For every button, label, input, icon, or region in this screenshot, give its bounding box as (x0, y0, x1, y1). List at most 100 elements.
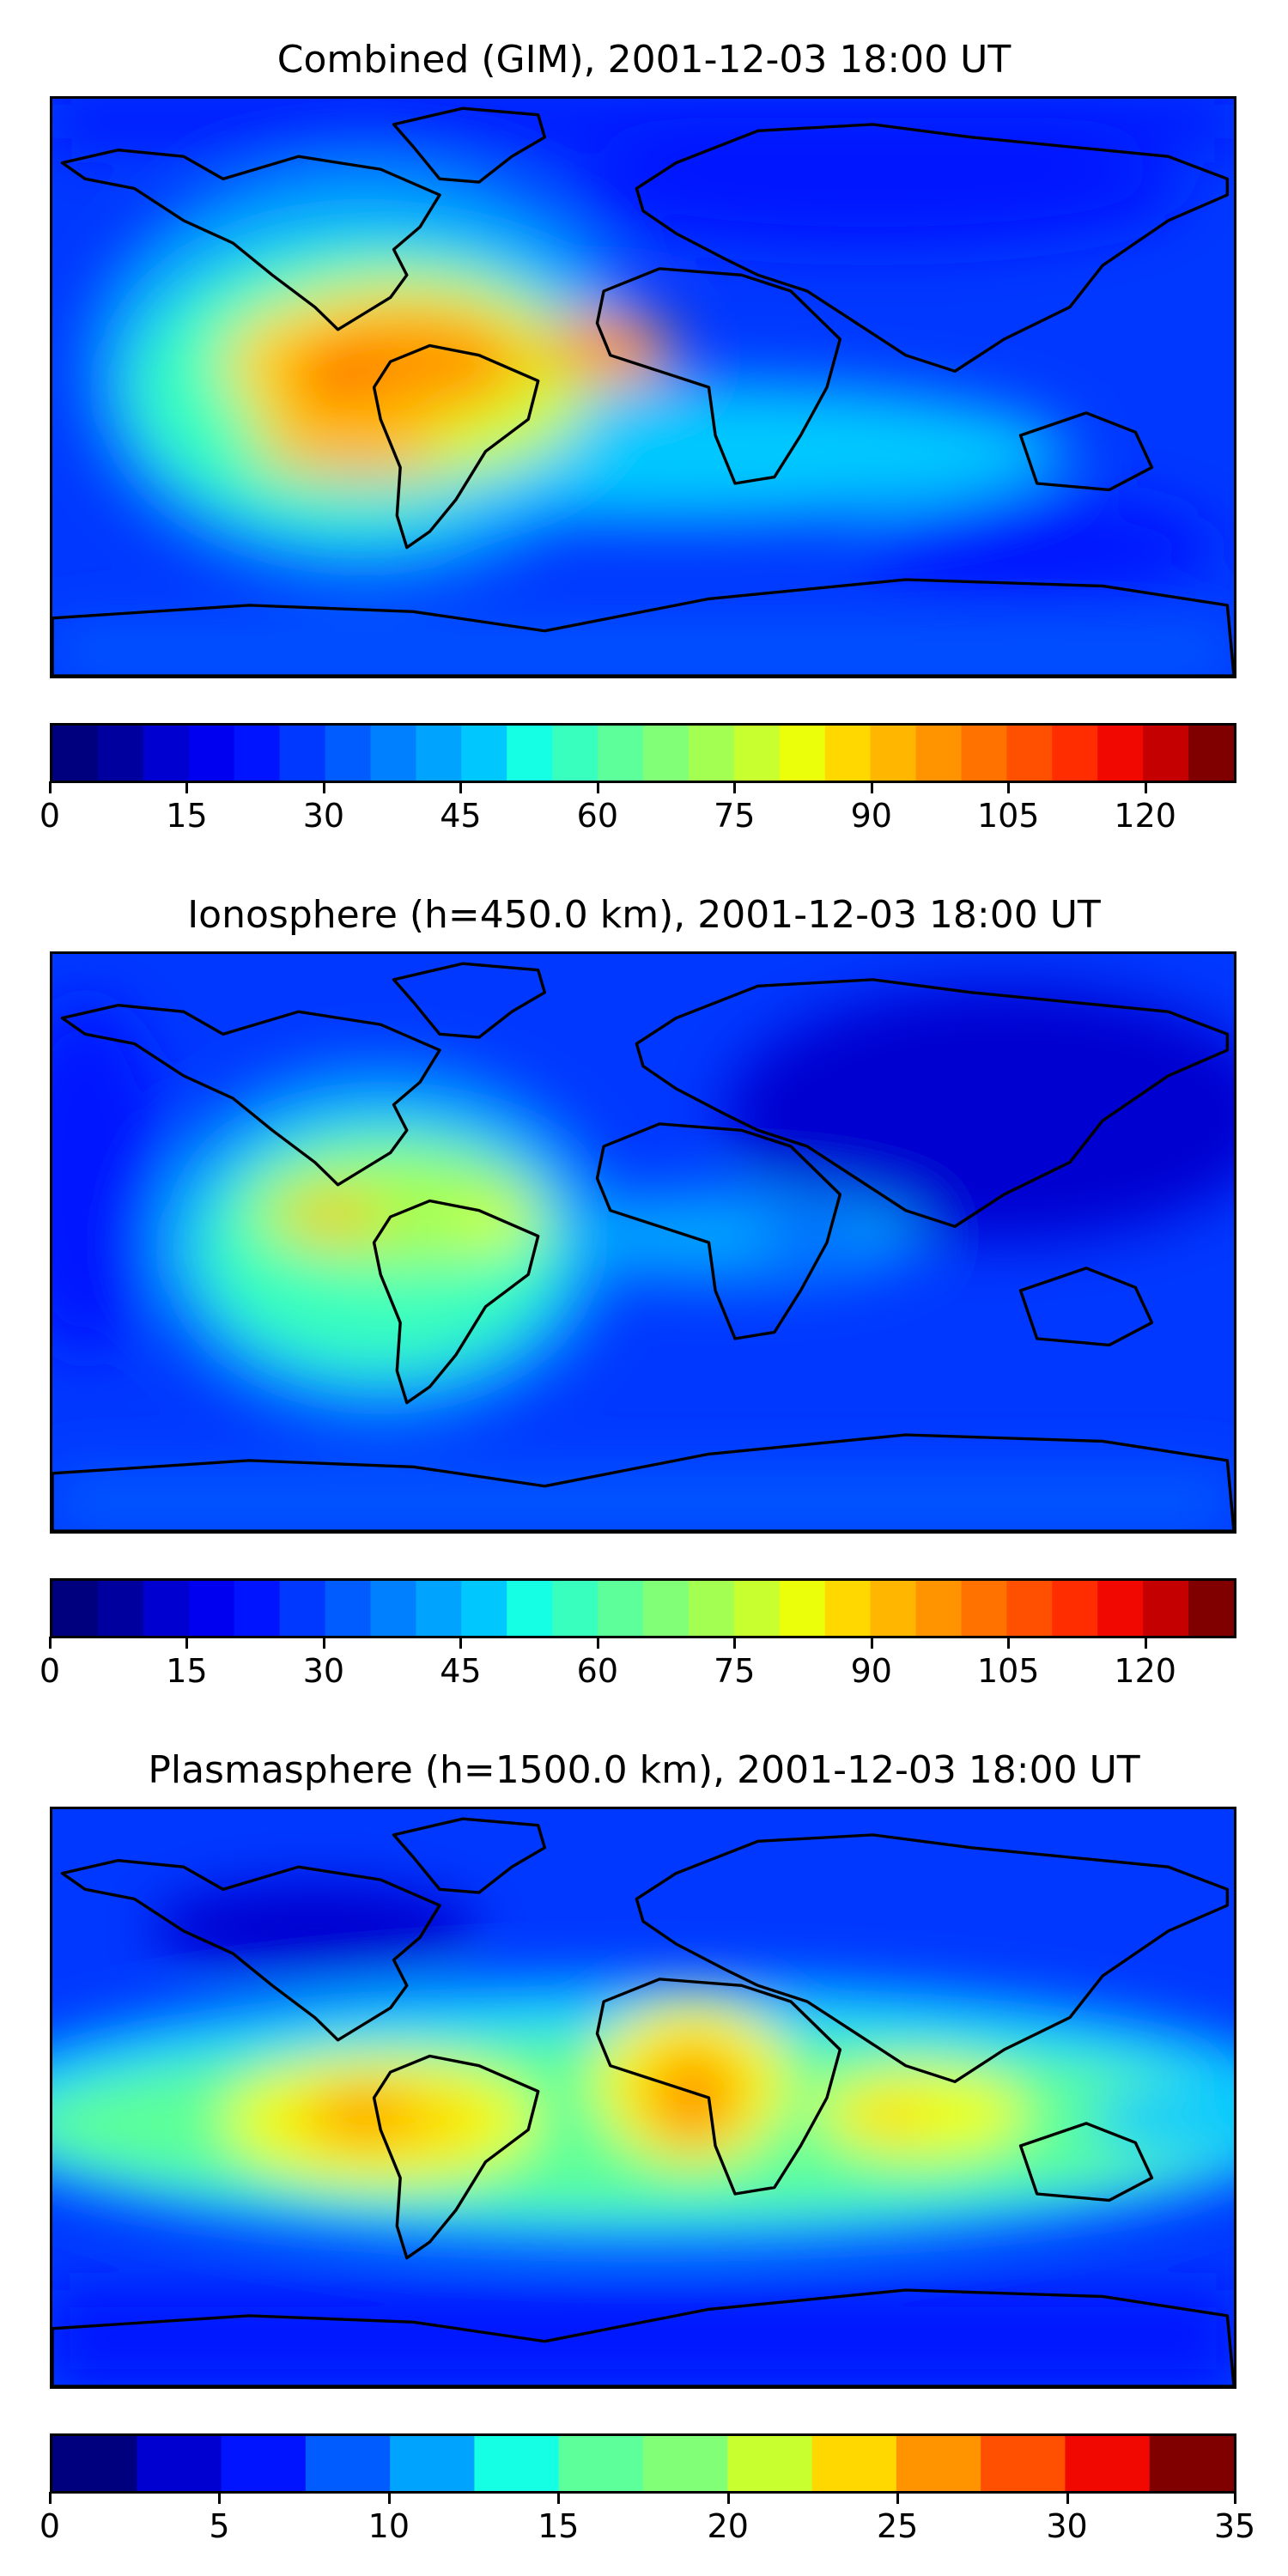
colorbar-tick (596, 781, 599, 793)
colorbar-tick-label: 120 (1114, 1652, 1176, 1690)
colorbar-tick (733, 1637, 737, 1649)
colorbar-tick (322, 1637, 325, 1649)
colorbar-tick (185, 1637, 189, 1649)
map-combined (50, 96, 1236, 678)
colorbar-tick-label: 75 (714, 1652, 756, 1690)
colorbar-tick (322, 781, 325, 793)
colorbar-segment (221, 2436, 307, 2491)
colorbar-tick (870, 781, 873, 793)
colorbar-segment (1052, 726, 1099, 781)
colorbar-tick-label: 0 (39, 2507, 61, 2545)
colorbar-segment (981, 2436, 1067, 2491)
colorbar-segment (188, 726, 235, 781)
colorbar-segment (507, 726, 554, 781)
colorbar-ticks-plasmasphere: 0 5 10 15 20 25 30 35 (39, 2492, 1255, 2545)
colorbar-tick-label: 75 (714, 797, 756, 835)
colorbar-tick (1144, 1637, 1147, 1649)
colorbar-segment (143, 1581, 190, 1636)
map-plasmasphere (50, 1807, 1236, 2389)
colorbar-segment (1143, 1581, 1190, 1636)
colorbar-tick (1007, 1637, 1011, 1649)
colorbar-segment (416, 726, 463, 781)
colorbar-ticks-ionosphere: 0 15 30 45 60 75 90 105 120 (39, 1637, 1236, 1690)
colorbar-segment (552, 1581, 599, 1636)
map-title-ionosphere: Ionosphere (h=450.0 km), 2001-12-03 18:0… (187, 893, 1101, 937)
colorbar-tick-label: 105 (976, 797, 1040, 835)
map-ionosphere (50, 951, 1236, 1534)
colorbar-tick (557, 2492, 561, 2504)
colorbar-segment (643, 726, 690, 781)
colorbar-segment (1052, 1581, 1099, 1636)
colorbar-segment (188, 1581, 235, 1636)
colorbar-tick-label: 20 (707, 2507, 749, 2545)
colorbar-segment (1143, 726, 1190, 781)
colorbar-segment (390, 2436, 477, 2491)
colorbar-segment (279, 726, 326, 781)
colorbar-segment (52, 1581, 99, 1636)
colorbar-segment (870, 726, 917, 781)
colorbar-tick (1066, 2492, 1069, 2504)
colorbar-tick (185, 781, 189, 793)
colorbar-segment (305, 2436, 392, 2491)
colorbar-segment (552, 726, 599, 781)
colorbar-tick-label: 25 (876, 2507, 919, 2545)
colorbar-segment (961, 1581, 1008, 1636)
colorbar-segment (1097, 1581, 1145, 1636)
colorbar-ticks-combined: 0 15 30 45 60 75 90 105 120 (39, 781, 1236, 835)
colorbar-segment (461, 1581, 508, 1636)
colorbar-tick (218, 2492, 222, 2504)
colorbar-segment (52, 2436, 139, 2491)
colorbar-tick-label: 0 (39, 1652, 61, 1690)
colorbar-ionosphere (50, 1578, 1236, 1638)
colorbar-segment (143, 726, 190, 781)
colorbar-tick (387, 2492, 391, 2504)
colorbar-segment (688, 726, 735, 781)
colorbar-tick-label: 45 (440, 797, 482, 835)
colorbar-tick (733, 781, 737, 793)
colorbar-segment (370, 726, 417, 781)
colorbar-segment (811, 2436, 898, 2491)
colorbar-segment (915, 1581, 963, 1636)
colorbar-segment (643, 2436, 730, 2491)
colorbar-segment (1097, 726, 1145, 781)
colorbar-combined (50, 723, 1236, 783)
colorbar-tick (49, 1637, 52, 1649)
colorbar-segment (558, 2436, 645, 2491)
colorbar-tick-label: 30 (302, 797, 345, 835)
colorbar-segment (733, 1581, 781, 1636)
colorbar-segment (52, 726, 99, 781)
colorbar-tick (726, 2492, 730, 2504)
colorbar-segment (733, 726, 781, 781)
colorbar-tick-label: 60 (576, 797, 619, 835)
colorbar-tick-label: 0 (39, 797, 61, 835)
colorbar-tick-label: 10 (368, 2507, 410, 2545)
colorbar-segment (461, 726, 508, 781)
colorbar-tick-label: 90 (850, 797, 892, 835)
colorbar-tick (49, 2492, 52, 2504)
colorbar-segment (234, 1581, 281, 1636)
colorbar-tick (49, 781, 52, 793)
colorbar-tick-label: 35 (1213, 2507, 1256, 2545)
colorbar-segment (474, 2436, 561, 2491)
colorbar-tick-label: 120 (1114, 797, 1176, 835)
colorbar-tick (1144, 781, 1147, 793)
colorbar-segment (1188, 726, 1234, 781)
colorbar-segment (961, 726, 1008, 781)
colorbar-segment (824, 1581, 872, 1636)
colorbar-segment (507, 1581, 554, 1636)
colorbar-segment (915, 726, 963, 781)
colorbar-segment (325, 1581, 372, 1636)
colorbar-segment (1006, 1581, 1054, 1636)
colorbar-segment (1188, 1581, 1234, 1636)
colorbar-tick (896, 2492, 900, 2504)
colorbar-segment (688, 1581, 735, 1636)
colorbar-tick-label: 60 (576, 1652, 619, 1690)
colorbar-segment (137, 2436, 223, 2491)
colorbar-tick-label: 5 (209, 2507, 230, 2545)
colorbar-segment (896, 2436, 983, 2491)
colorbar-segment (598, 726, 645, 781)
map-title-combined: Combined (GIM), 2001-12-03 18:00 UT (276, 38, 1012, 82)
colorbar-tick (459, 1637, 463, 1649)
colorbar-segment (1006, 726, 1054, 781)
colorbar-tick-label: 15 (166, 1652, 208, 1690)
